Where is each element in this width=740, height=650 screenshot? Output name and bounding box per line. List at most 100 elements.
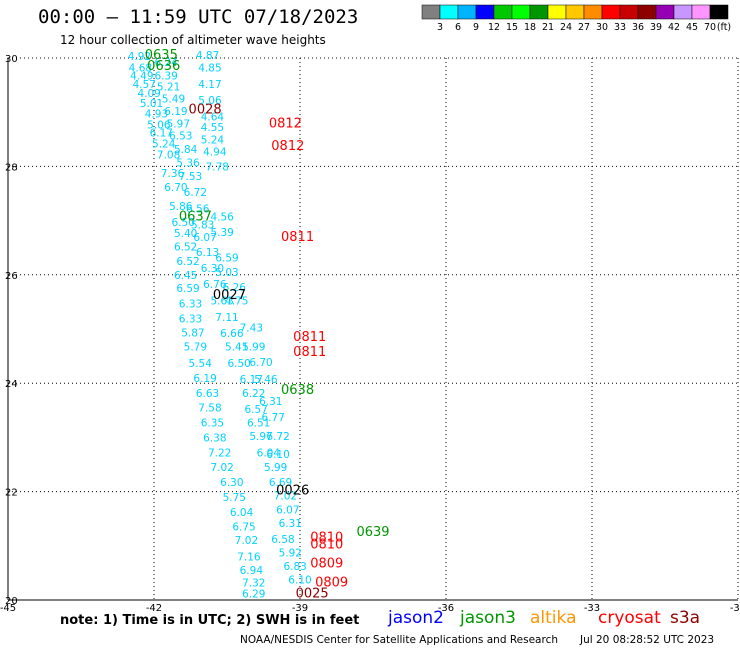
swh-value-label: 6.51 (247, 418, 270, 430)
swh-value-label: 6.69 (269, 477, 292, 489)
swh-value-label: 5.36 (176, 157, 200, 169)
swh-value-label: 4.92 (128, 51, 151, 63)
swh-value-label: 6.50 (172, 217, 195, 229)
swh-value-label: 5.87 (181, 328, 204, 340)
page-title: 00:00 — 11:59 UTC 07/18/2023 (38, 6, 359, 28)
swh-value-label: 4.55 (201, 122, 224, 134)
swh-value-label: 4.94 (203, 147, 227, 159)
swh-value-label: 5.86 (169, 201, 193, 213)
swh-value-label: 6.70 (249, 357, 272, 369)
swh-value-label: 4.68 (129, 63, 152, 75)
track-time-label: 0811 (281, 230, 314, 245)
axis-tick-labels: -45 -42 -39 -36 -33 -30 20 22 24 26 28 30 (0, 54, 740, 614)
track-time-label: 0636 (147, 59, 180, 74)
swh-value-label: 6.04 (230, 507, 254, 519)
swh-value-label: 6.04 (257, 447, 281, 459)
colorbar-swatch (565, 4, 585, 20)
generated-time: Jul 20 08:28:52 UTC 2023 (580, 634, 715, 646)
track-time-label: 0810 (310, 538, 343, 553)
swh-value-label: 6.07 (193, 232, 216, 244)
swh-value-label: 6.35 (201, 418, 224, 430)
track-time-label: 0025 (296, 586, 329, 601)
swh-value-label: 5.54 (189, 358, 213, 370)
swh-value-label: 5.83 (191, 220, 214, 232)
swh-value-label: 6.17 (150, 128, 173, 140)
swh-value-label: 6.45 (174, 270, 197, 282)
colorbar-tick-label: 12 (488, 22, 500, 33)
swh-value-label: 7.43 (240, 323, 263, 335)
colorbar-tick-label: 39 (650, 22, 662, 33)
track-time-label: 0028 (189, 102, 222, 117)
swh-value-label: 5.99 (264, 462, 287, 474)
track-time-label: 0812 (269, 116, 302, 131)
colorbar-swatch (637, 4, 657, 20)
colorbar: 3 6 9 12 15 18 21 24 27 30 33 36 39 42 45 70 (ft) (421, 4, 731, 33)
track-time-label: 0637 (179, 210, 212, 225)
y-tick-label: 22 (5, 488, 18, 499)
swh-value-label: 4.49 (130, 71, 153, 83)
swh-value-label: 6.30 (220, 477, 243, 489)
colorbar-tick-label: 24 (560, 22, 572, 33)
swh-value-label: 6.57 (245, 404, 268, 416)
colorbar-tick-label: 3 (437, 22, 443, 33)
colorbar-tick-label: 70 (704, 22, 716, 33)
colorbar-swatch (583, 4, 603, 20)
footer-note-row: note: 1) Time is in UTC; 2) SWH is in fe… (60, 612, 359, 628)
colorbar-tick-label: 36 (632, 22, 644, 33)
swh-value-label: 5.49 (162, 93, 185, 105)
swh-value-label: 6.59 (176, 283, 199, 295)
swh-value-label: 6.52 (176, 256, 199, 268)
swh-value-label: 7.08 (157, 149, 180, 161)
swh-value-label: 6.10 (288, 575, 311, 587)
swh-value-label: 7.16 (237, 551, 261, 563)
x-tick-label: -45 (0, 603, 16, 614)
track-time-label: 0809 (310, 556, 343, 571)
swh-value-label: 6.24 (154, 57, 178, 69)
swh-value-label: 5.97 (249, 431, 272, 443)
swh-value-label: 7.22 (208, 447, 231, 459)
swh-value-label: 5.01 (140, 98, 163, 110)
x-tick-label: -33 (584, 603, 600, 614)
page-subtitle: 12 hour collection of altimeter wave hei… (60, 33, 326, 47)
swh-value-label: 4.09 (137, 88, 160, 100)
swh-value-label: 6.56 (186, 203, 210, 215)
satellite-legend-item: cryosat (598, 608, 661, 628)
track-time-label: 0638 (281, 383, 314, 398)
swh-value-label: 5.06 (198, 95, 222, 107)
swh-value-label: 5.99 (242, 342, 265, 354)
swh-value-label: 5.21 (157, 82, 180, 94)
credit-text: NOAA/NESDIS Center for Satellite Applica… (240, 634, 558, 646)
satellite-legend-item: jason2 (388, 608, 444, 628)
swh-value-label: 5.75 (223, 492, 246, 504)
x-tick-label: -36 (438, 603, 454, 614)
colorbar-tick-label: 27 (578, 22, 590, 33)
swh-value-label: 7.32 (242, 577, 265, 589)
colorbar-swatch (691, 4, 711, 20)
track-time-labels: 0635063600280812081206370811002708110811… (145, 48, 390, 601)
x-tick-label: -30 (730, 603, 740, 614)
swh-value-label: 4.85 (198, 63, 221, 75)
x-tick-label: -42 (146, 603, 162, 614)
swh-value-label: 5.92 (279, 548, 302, 560)
swh-value-label: 6.77 (262, 412, 285, 424)
swh-value-label: 6.10 (266, 449, 289, 461)
swh-value-label: 6.72 (266, 431, 289, 443)
y-tick-label: 20 (5, 596, 18, 607)
swh-value-label: 6.26 (223, 282, 247, 294)
swh-value-label: 4.57 (133, 79, 156, 91)
swh-value-label: 4.56 (210, 212, 234, 224)
colorbar-tick-label: 18 (524, 22, 536, 33)
swh-value-label: 5.39 (210, 227, 233, 239)
colorbar-swatch (655, 4, 675, 20)
colorbar-tick-label: 33 (614, 22, 626, 33)
swh-value-label: 6.33 (179, 298, 202, 310)
swh-value-label: 4.87 (196, 50, 219, 62)
colorbar-tick-label: 42 (668, 22, 680, 33)
colorbar-swatch (421, 4, 441, 20)
track-time-label: 0027 (213, 288, 246, 303)
track-time-label: 0811 (293, 330, 326, 345)
colorbar-tick-label: 45 (686, 22, 698, 33)
swh-value-label: 7.02 (274, 491, 297, 503)
footer-note: note: 1) Time is in UTC; 2) SWH is in fe… (60, 613, 360, 628)
